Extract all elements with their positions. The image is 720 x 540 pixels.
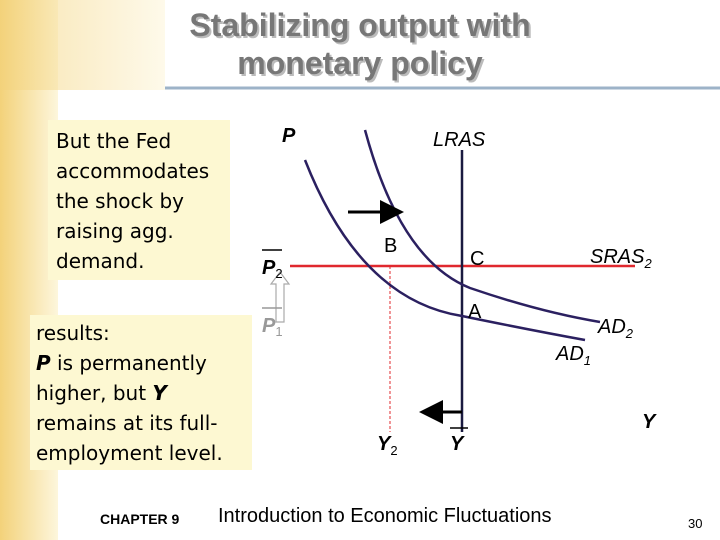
title-line: monetary policy (237, 45, 483, 81)
corner-strip (0, 0, 165, 90)
ad2-curve (363, 129, 601, 324)
point-label: A (468, 301, 482, 323)
output-label: Y2 (377, 433, 398, 458)
page-number: 30 (688, 516, 702, 531)
title: Stabilizing output with Stabilizing outp… (189, 7, 532, 83)
price-label: P2 (262, 257, 283, 281)
chapter: CHAPTER 9 (100, 511, 180, 527)
text-line: the shock by (56, 189, 184, 213)
subscript: 1 (275, 324, 282, 339)
subscript: 2 (643, 256, 652, 271)
up-arrow (269, 271, 291, 323)
text-line: demand. (56, 249, 144, 273)
label: AD (597, 316, 626, 338)
axis-label: P (282, 125, 296, 147)
ad1-curve (303, 159, 586, 342)
text-line: P is permanently (36, 351, 207, 375)
label: Y (377, 433, 392, 455)
point-label: B (384, 235, 397, 257)
title-shadow: Stabilizing output with (191, 9, 532, 45)
label: P (262, 257, 276, 279)
axis-label: Y (642, 411, 657, 433)
label: P (262, 315, 276, 337)
price-label: P1 (262, 315, 283, 339)
point-label: C (470, 248, 484, 270)
text-line: results: (36, 321, 110, 345)
text-box (48, 120, 230, 280)
curve-label: AD2 (597, 316, 634, 341)
subscript: 2 (275, 266, 282, 281)
label: SRAS (590, 246, 645, 268)
text-line: But the Fed (56, 129, 171, 153)
symbol: P (36, 351, 51, 375)
text: is permanently (51, 351, 207, 375)
curve-label: AD1 (555, 343, 591, 368)
curve-label: LRAS (433, 129, 486, 151)
subject: Introduction to Economic Fluctuations (218, 505, 552, 527)
subscript: 1 (584, 353, 591, 368)
text-line: raising agg. (56, 219, 174, 243)
subscript: 2 (625, 326, 634, 341)
symbol: Y (152, 381, 169, 405)
text-line: employment level. (36, 441, 223, 465)
label: AD (555, 343, 584, 365)
subscript: 2 (390, 443, 397, 458)
title-shadow: monetary policy (239, 47, 485, 83)
box2: results: P is permanently higher, but Y … (36, 321, 223, 465)
text-box (30, 315, 252, 470)
title-line: Stabilizing output with (189, 7, 530, 43)
curve-label: SRAS2 (590, 246, 652, 271)
box1: But the Fed accommodates the shock by ra… (56, 129, 209, 273)
output-label: Y (450, 433, 465, 455)
text: higher, but (36, 381, 152, 405)
text-line: remains at its full- (36, 411, 218, 435)
text-line: accommodates (56, 159, 209, 183)
text-line: higher, but Y (36, 381, 169, 405)
